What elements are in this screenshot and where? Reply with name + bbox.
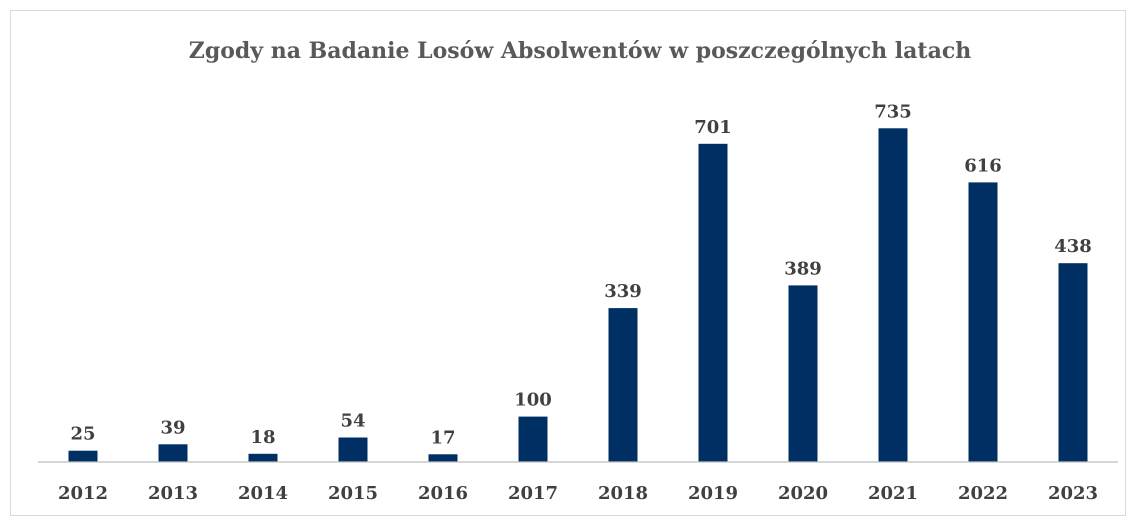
- x-tick-label-2012: 2012: [58, 483, 108, 504]
- bar-2013: [158, 444, 188, 462]
- x-tick-label-2023: 2023: [1048, 483, 1098, 504]
- data-label-2020: 389: [784, 258, 822, 279]
- x-tick-label-2016: 2016: [418, 483, 468, 504]
- data-label-2013: 39: [160, 417, 185, 438]
- data-label-2016: 17: [430, 427, 455, 448]
- bars-group: [68, 128, 1088, 463]
- x-tick-label-2020: 2020: [778, 483, 828, 504]
- data-label-2015: 54: [340, 411, 365, 432]
- chart-title: Zgody na Badanie Losów Absolwentów w pos…: [189, 38, 971, 64]
- bar-2023: [1058, 263, 1088, 462]
- x-tick-labels-group: 2012 2013 2014 2015 2016 2017 2018 2019 2020 2021…: [58, 483, 1098, 504]
- data-label-2017: 100: [514, 390, 552, 411]
- x-tick-label-2014: 2014: [238, 483, 288, 504]
- bar-2019: [698, 143, 728, 463]
- bar-2021: [878, 128, 908, 463]
- x-tick-label-2013: 2013: [148, 483, 198, 504]
- bar-2018: [608, 308, 638, 462]
- bar-2015: [338, 437, 368, 462]
- x-tick-label-2018: 2018: [598, 483, 648, 504]
- bar-2016: [428, 454, 458, 462]
- x-tick-label-2015: 2015: [328, 483, 378, 504]
- chart-frame: [10, 10, 1126, 516]
- data-label-2021: 735: [874, 101, 912, 122]
- data-labels-group: 25 39 18 54 17 100 339 701 389 735 616 438: [70, 101, 1091, 448]
- data-label-2012: 25: [70, 424, 95, 445]
- bar-2020: [788, 285, 818, 462]
- data-label-2022: 616: [964, 155, 1002, 176]
- bar-2014: [248, 453, 278, 462]
- x-tick-label-2022: 2022: [958, 483, 1008, 504]
- x-tick-label-2019: 2019: [688, 483, 738, 504]
- x-tick-label-2021: 2021: [868, 483, 918, 504]
- bar-2012: [68, 450, 98, 462]
- data-label-2019: 701: [694, 117, 732, 138]
- data-label-2014: 18: [250, 427, 275, 448]
- bar-2017: [518, 416, 548, 462]
- data-label-2018: 339: [604, 281, 642, 302]
- data-label-2023: 438: [1054, 236, 1092, 257]
- bar-2022: [968, 182, 998, 462]
- x-tick-label-2017: 2017: [508, 483, 558, 504]
